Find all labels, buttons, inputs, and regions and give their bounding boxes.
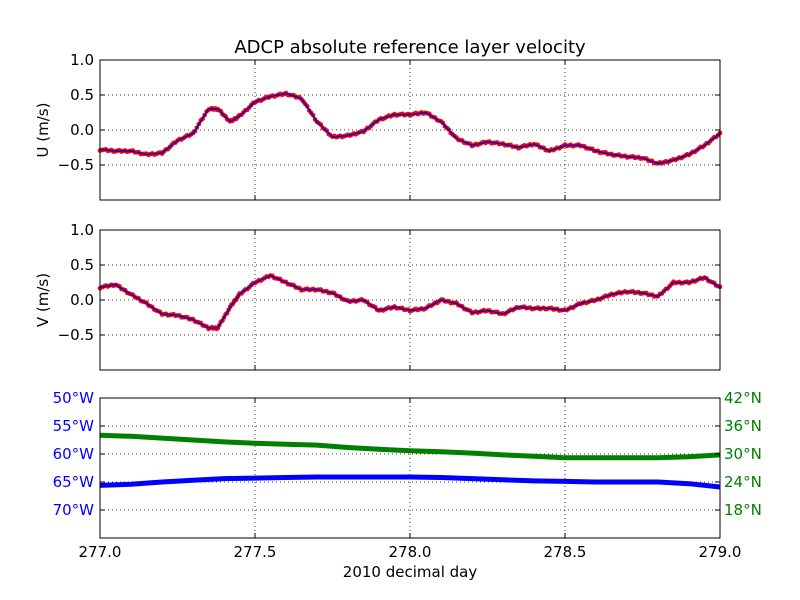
v-velocity-panel: 1.0 0.5 0.0 −0.5 V (m/s) <box>34 221 723 371</box>
y-tick-label: 0.5 <box>70 86 94 104</box>
y-tick-label: −0.5 <box>58 156 94 174</box>
y-tick-label: 0.0 <box>70 291 94 309</box>
position-series <box>99 432 721 490</box>
x-tick-label: 279.0 <box>699 543 742 561</box>
latitude-line <box>99 432 721 461</box>
x-tick-label: 278.0 <box>389 543 432 561</box>
lon-tick-label: 60°W <box>53 445 95 463</box>
v-y-axis-label: V (m/s) <box>34 273 52 327</box>
u-y-ticks: 1.0 0.5 0.0 −0.5 <box>58 51 721 200</box>
lat-tick-label: 24°N <box>724 473 762 491</box>
v-velocity-series <box>97 273 723 332</box>
u-y-axis-label: U (m/s) <box>34 103 52 158</box>
u-gridlines <box>100 60 720 200</box>
u-velocity-series <box>97 90 723 166</box>
x-tick-label: 277.0 <box>79 543 122 561</box>
velocity-line <box>99 92 721 165</box>
y-tick-label: 1.0 <box>70 221 94 239</box>
v-gridlines <box>100 230 720 370</box>
longitude-line <box>99 474 721 490</box>
lat-tick-label: 30°N <box>724 445 762 463</box>
longitude-ticks: 50°W 55°W 60°W 65°W 70°W <box>53 389 105 519</box>
chart-title: ADCP absolute reference layer velocity <box>234 37 586 58</box>
position-panel: 50°W 55°W 60°W 65°W 70°W 42°N 36°N 30°N 24°N 18°… <box>53 389 762 581</box>
x-tick-label: 278.5 <box>544 543 587 561</box>
lon-tick-label: 50°W <box>53 389 95 407</box>
x-axis-label: 2010 decimal day <box>343 563 478 581</box>
position-gridlines <box>100 398 720 538</box>
velocity-line <box>99 274 721 329</box>
latitude-ticks: 42°N 36°N 30°N 24°N 18°N <box>715 389 762 519</box>
u-velocity-panel: 1.0 0.5 0.0 −0.5 U (m/s) <box>34 51 723 201</box>
y-tick-label: 0.5 <box>70 256 94 274</box>
x-ticks: 277.0 277.5 278.0 278.5 279.0 <box>79 398 742 561</box>
lat-tick-label: 18°N <box>724 501 762 519</box>
v-y-ticks: 1.0 0.5 0.0 −0.5 <box>58 221 721 370</box>
lon-tick-label: 55°W <box>53 417 95 435</box>
lat-tick-label: 42°N <box>724 389 762 407</box>
lat-tick-label: 36°N <box>724 417 762 435</box>
lon-tick-label: 70°W <box>53 501 95 519</box>
y-tick-label: −0.5 <box>58 326 94 344</box>
y-tick-label: 0.0 <box>70 121 94 139</box>
y-tick-label: 1.0 <box>70 51 94 69</box>
lon-tick-label: 65°W <box>53 473 95 491</box>
x-tick-label: 277.5 <box>234 543 277 561</box>
